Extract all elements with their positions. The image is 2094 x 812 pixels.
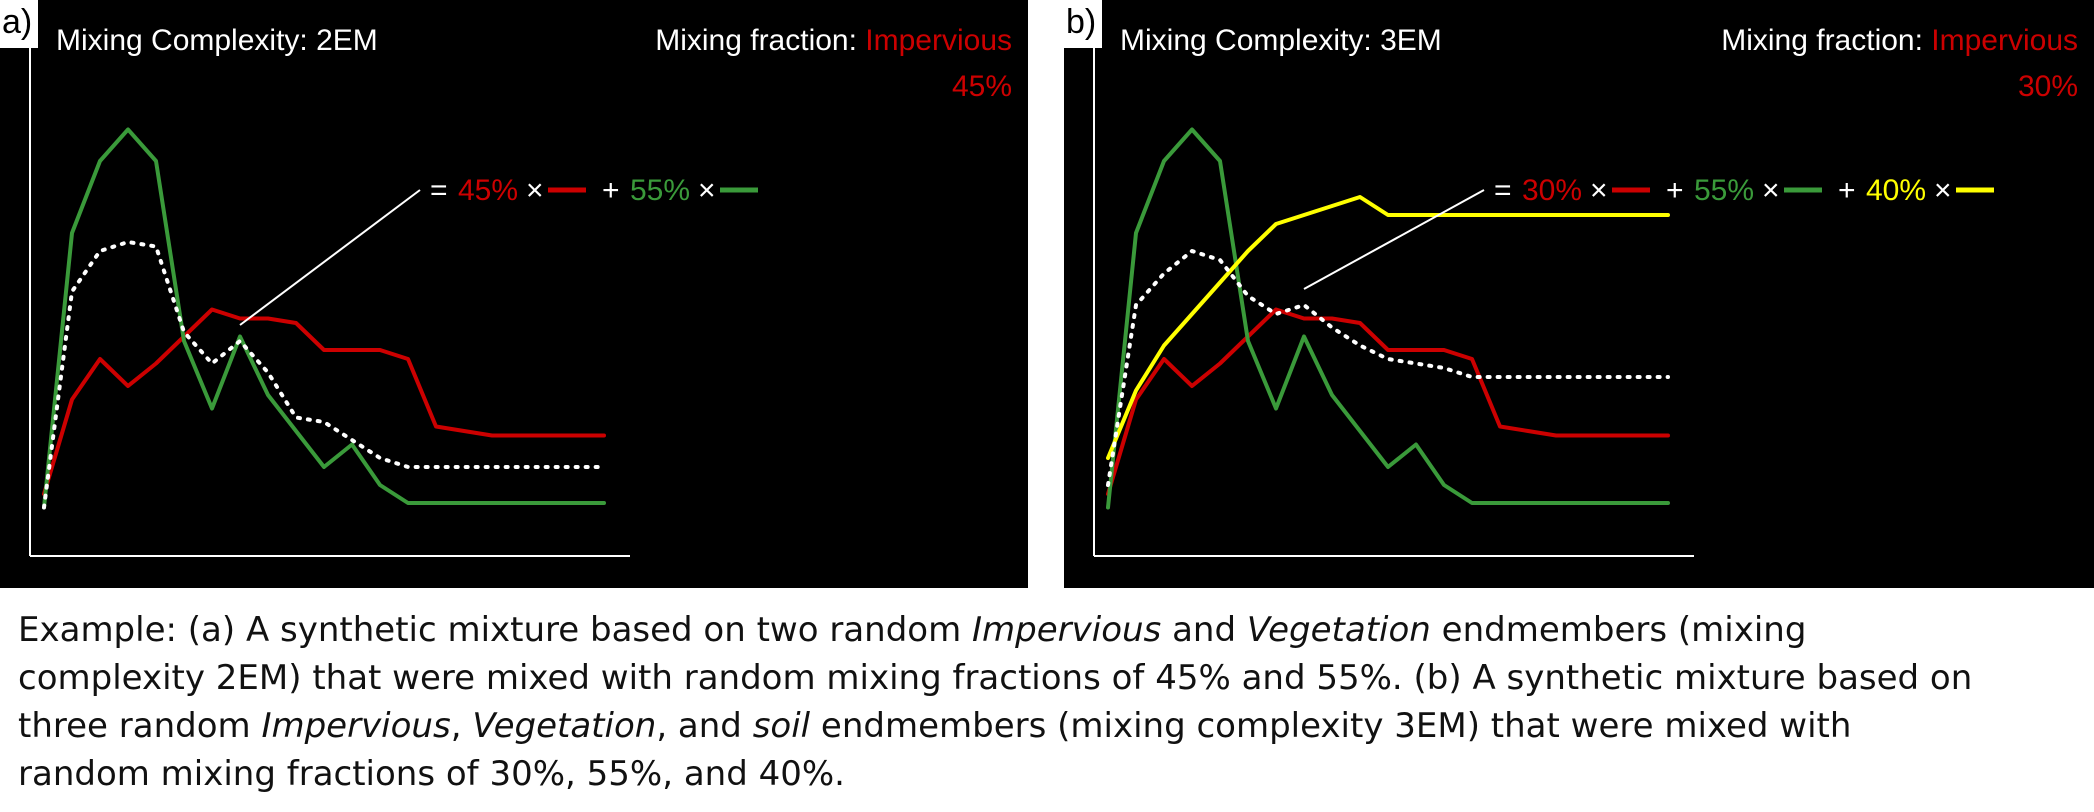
mixing-complexity-label: Mixing Complexity: 2EM <box>56 24 378 57</box>
equation-fraction-impervious: 30% <box>1522 174 1582 207</box>
equation-times: × <box>1590 174 1608 207</box>
equation-times: × <box>1934 174 1952 207</box>
caption-line-1: Example: (a) A synthetic mixture based o… <box>18 610 1807 650</box>
panel-a-letter: a) <box>0 0 39 48</box>
figure-caption: Example: (a) A synthetic mixture based o… <box>18 606 2078 798</box>
equation-leader-line <box>239 189 421 326</box>
caption-line-4: random mixing fractions of 30%, 55%, and… <box>18 754 845 794</box>
series-line-vegetation <box>1106 127 1670 510</box>
equation-times: × <box>698 174 716 207</box>
panel-a-chart: Mixing Complexity: 2EM Mixing fraction: I… <box>29 24 1012 557</box>
panel-a: a) Mixing Complexity: 2EM Mixing fraction… <box>0 0 1028 588</box>
panel-b-chart: Mixing Complexity: 3EM Mixing fraction: I… <box>1093 24 2078 557</box>
equation-leader-line <box>1303 189 1485 290</box>
equation-fraction-soil: 40% <box>1866 174 1926 207</box>
series-line-impervious <box>42 307 606 496</box>
series-line-soil <box>1106 195 1670 460</box>
mixing-fraction-label: Mixing fraction: Impervious <box>655 24 1012 57</box>
mixing-complexity-label: Mixing Complexity: 3EM <box>1120 24 1442 57</box>
equation-plus: + <box>602 174 620 207</box>
equation-fraction-vegetation: 55% <box>1694 174 1754 207</box>
mixing-fraction-value: 30% <box>2018 70 2078 103</box>
panel-b-letter: b) <box>1064 0 1103 48</box>
series-line-mixture <box>1106 249 1670 487</box>
mixing-fraction-value: 45% <box>952 70 1012 103</box>
equation-times: × <box>1762 174 1780 207</box>
equation-plus: + <box>1838 174 1856 207</box>
caption-line-2: complexity 2EM) that were mixed with ran… <box>18 658 1973 698</box>
equation-fraction-impervious: 45% <box>458 174 518 207</box>
equation-equals: = <box>1494 174 1512 207</box>
equation-equals: = <box>430 174 448 207</box>
equation-fraction-vegetation: 55% <box>630 174 690 207</box>
series-line-vegetation <box>42 127 606 510</box>
equation-times: × <box>526 174 544 207</box>
series-line-impervious <box>1106 307 1670 496</box>
panel-b: b) Mixing Complexity: 3EM Mixing fraction… <box>1064 0 2094 588</box>
mixing-fraction-label: Mixing fraction: Impervious <box>1721 24 2078 57</box>
caption-line-3: three random Impervious, Vegetation, and… <box>18 706 1852 746</box>
equation-plus: + <box>1666 174 1684 207</box>
